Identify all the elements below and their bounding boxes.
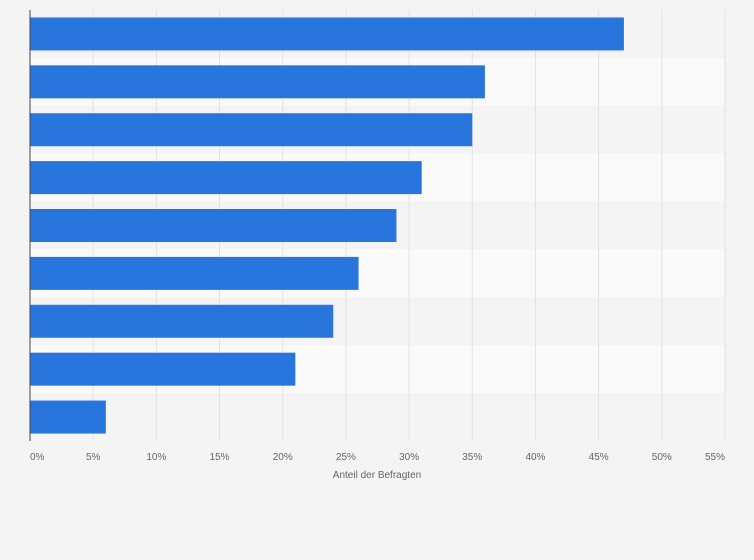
x-tick-label: 20% [273, 452, 293, 463]
bar [30, 256, 359, 290]
x-tick-label: 45% [589, 452, 609, 463]
x-tick-label: 0% [30, 452, 45, 463]
x-axis-ticks: 0% 5% 10% 15% 20% 25% 30% 35% 40% 45% 50% 55% [30, 452, 725, 463]
row-band [30, 393, 725, 441]
bar [30, 209, 397, 242]
bar [30, 17, 624, 51]
bar [30, 352, 296, 386]
x-tick-label: 35% [462, 452, 482, 463]
x-tick-label: 15% [210, 452, 230, 463]
x-tick-label: 30% [399, 452, 419, 463]
bar [30, 65, 485, 99]
bar [30, 400, 106, 434]
bar [30, 161, 422, 195]
x-tick-label: 5% [86, 452, 101, 463]
bars [30, 17, 624, 434]
x-tick-label: 40% [525, 452, 545, 463]
x-axis-title: Anteil der Befragten [333, 470, 421, 481]
bar [30, 113, 473, 147]
x-tick-label: 10% [146, 452, 166, 463]
x-tick-label: 25% [336, 452, 356, 463]
x-tick-label: 50% [652, 452, 672, 463]
bar [30, 304, 334, 338]
x-tick-label: 55% [705, 452, 725, 463]
